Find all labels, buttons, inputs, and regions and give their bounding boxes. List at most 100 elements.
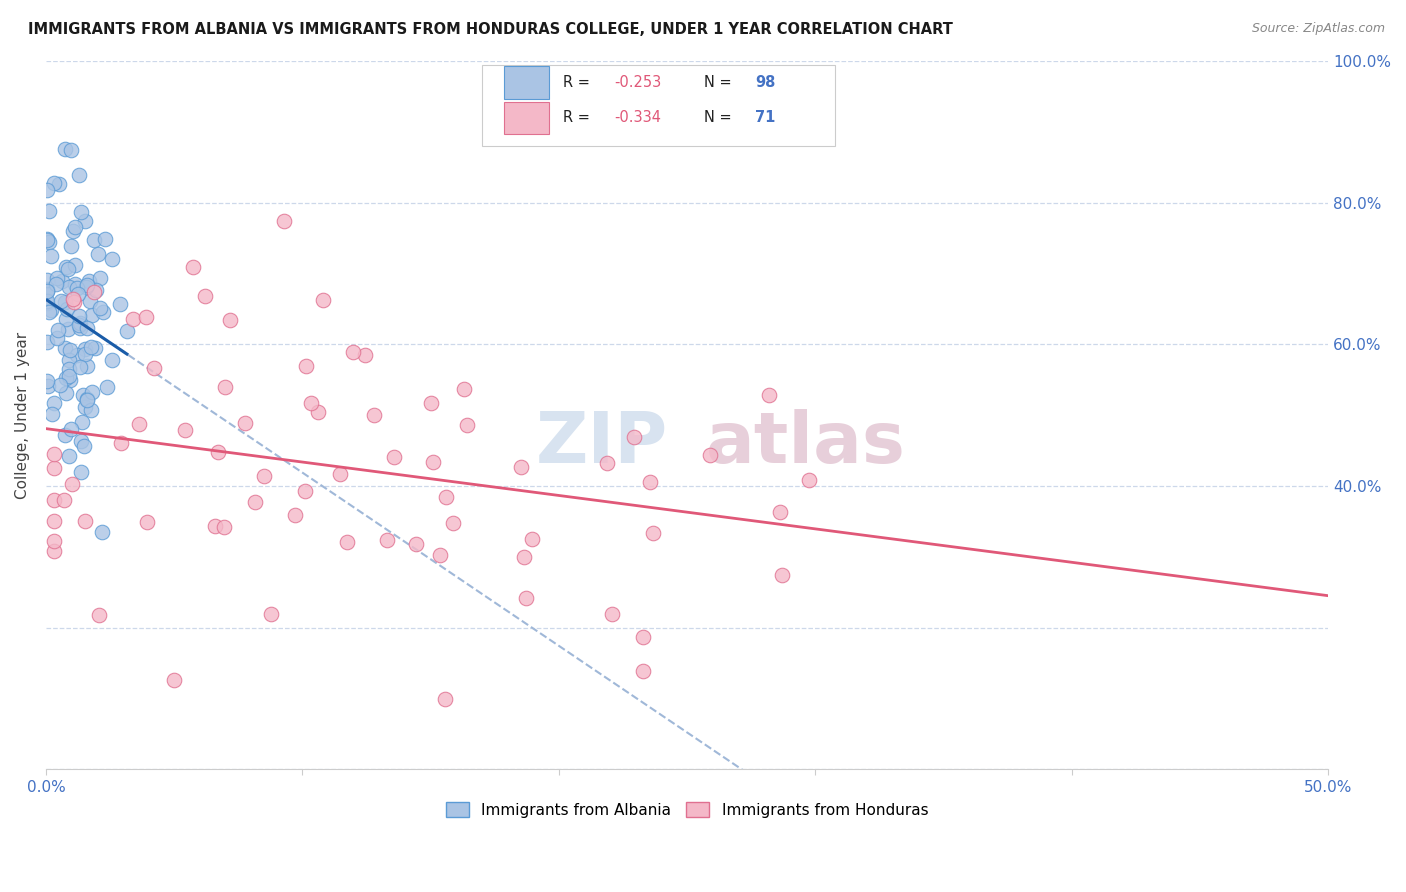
Point <box>42 544 65 558</box>
Point <box>204 519 226 533</box>
Point <box>307 404 329 418</box>
Point <box>45 277 67 292</box>
Point <box>76 321 98 335</box>
Point <box>73 347 96 361</box>
Point <box>87 247 110 261</box>
Point <box>37 285 59 299</box>
Text: N =: N = <box>704 111 735 126</box>
Point <box>80 308 103 322</box>
FancyBboxPatch shape <box>482 65 835 146</box>
Point <box>515 591 537 606</box>
Point <box>363 408 385 422</box>
Point <box>758 388 780 402</box>
Point <box>79 293 101 308</box>
Point <box>56 301 79 316</box>
Point <box>67 318 90 333</box>
Point <box>58 280 80 294</box>
Point <box>173 423 195 437</box>
Point <box>76 392 98 407</box>
Point <box>70 465 93 479</box>
Point <box>207 445 229 459</box>
Text: atlas: atlas <box>706 409 905 478</box>
Point <box>110 436 132 450</box>
Point <box>42 460 65 475</box>
Point <box>135 516 157 530</box>
Y-axis label: College, Under 1 year: College, Under 1 year <box>15 332 30 499</box>
Point <box>699 448 721 462</box>
Point <box>273 213 295 227</box>
Point <box>37 379 59 393</box>
Point <box>80 340 103 354</box>
Point <box>75 400 97 414</box>
Text: N =: N = <box>704 75 735 90</box>
Point <box>295 359 318 373</box>
Point <box>214 519 236 533</box>
Point <box>135 310 157 325</box>
Point <box>456 418 478 433</box>
Point <box>70 434 93 448</box>
Point <box>37 273 59 287</box>
Point <box>128 417 150 432</box>
Point <box>58 449 80 463</box>
Point <box>243 495 266 509</box>
Point <box>42 177 65 191</box>
Point <box>38 305 60 319</box>
Point <box>59 343 82 357</box>
Point <box>53 342 76 356</box>
Point <box>772 567 794 582</box>
Text: Source: ZipAtlas.com: Source: ZipAtlas.com <box>1251 22 1385 36</box>
Point <box>62 292 84 306</box>
Point <box>429 548 451 562</box>
Point <box>433 692 456 706</box>
Point <box>89 301 111 315</box>
Point <box>87 607 110 622</box>
Point <box>312 293 335 308</box>
Point <box>53 427 76 442</box>
Point <box>60 144 83 158</box>
Point <box>52 493 75 508</box>
Point <box>41 249 63 263</box>
Point <box>55 386 77 401</box>
Text: R =: R = <box>562 111 595 126</box>
Point <box>51 275 73 289</box>
Point <box>55 370 77 384</box>
Point <box>37 294 59 309</box>
Point <box>69 316 91 330</box>
Point <box>53 294 76 309</box>
Point <box>39 303 62 318</box>
Point <box>37 183 59 197</box>
Legend: Immigrants from Albania, Immigrants from Honduras: Immigrants from Albania, Immigrants from… <box>439 794 936 825</box>
Point <box>37 335 59 350</box>
Point <box>100 353 122 368</box>
Point <box>69 359 91 374</box>
Point <box>37 232 59 246</box>
Point <box>441 516 464 531</box>
FancyBboxPatch shape <box>503 66 548 99</box>
Point <box>94 232 117 246</box>
Point <box>45 271 67 285</box>
Point <box>76 392 98 407</box>
Point <box>453 382 475 396</box>
Point <box>73 514 96 528</box>
Point <box>77 274 100 288</box>
Point <box>143 361 166 376</box>
Point <box>60 239 83 253</box>
Point <box>121 312 143 326</box>
Point <box>769 505 792 519</box>
Point <box>329 467 352 482</box>
Point <box>42 493 65 508</box>
Point <box>60 477 83 491</box>
Point <box>80 403 103 417</box>
Point <box>194 289 217 303</box>
Point <box>72 415 94 429</box>
Point <box>59 373 82 387</box>
Point <box>513 549 536 564</box>
Point <box>108 296 131 310</box>
Point <box>89 271 111 285</box>
Point <box>253 469 276 483</box>
Point <box>638 475 661 490</box>
Point <box>62 224 84 238</box>
Point <box>522 532 544 546</box>
Point <box>342 344 364 359</box>
Point <box>509 460 531 475</box>
